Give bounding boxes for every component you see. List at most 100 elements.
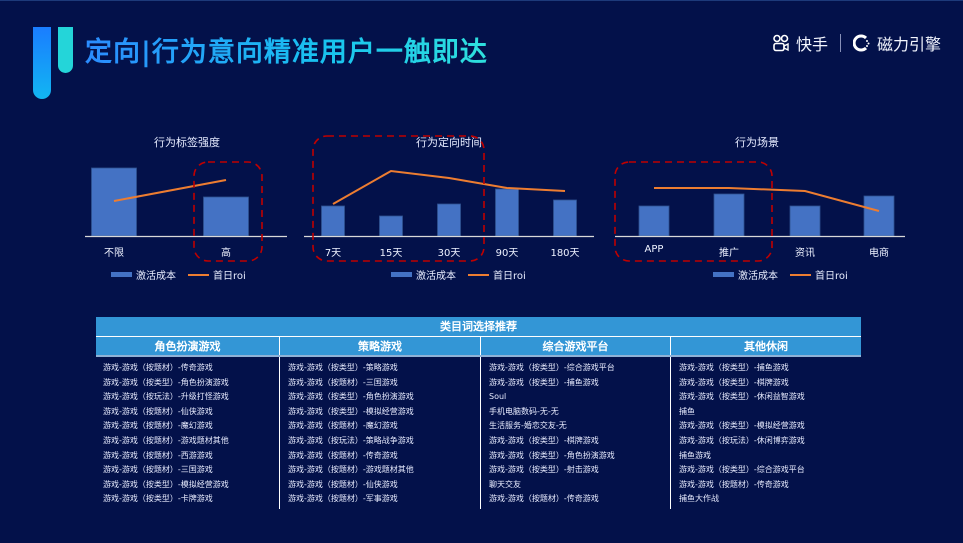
- bar: [321, 205, 345, 237]
- column-platform: 游戏-游戏（按类型）-综合游戏平台 游戏-游戏（按类型）-捕鱼游戏 Soul 手机电脑…: [480, 357, 670, 509]
- bar: [553, 199, 577, 237]
- legend-line-label: 首日roi: [815, 271, 848, 282]
- list-item: 捕鱼: [679, 406, 695, 416]
- x-tick-label: 7天: [324, 248, 342, 259]
- x-tick-label: 15天: [379, 248, 403, 259]
- list-item: 游戏-游戏（按类型）-模拟经营游戏: [679, 421, 805, 431]
- list-item: 手机电脑数码-无-无: [489, 406, 559, 416]
- legend-bar-label: 激活成本: [416, 271, 456, 282]
- kuaishou-logo-icon: [773, 34, 789, 52]
- column-rpg: 游戏-游戏（按题材）-传奇游戏游戏-游戏（按类型）-角色扮演游戏 游戏-游戏（按玩…: [96, 357, 279, 509]
- x-tick-label: 不限: [104, 248, 124, 259]
- x-tick-label: APP: [644, 244, 664, 255]
- table-title: 类目词选择推荐: [96, 317, 861, 337]
- chart-behavior-tag-strength: 行为标签强度 激活成本 首日roi 不限 高: [85, 134, 287, 284]
- bar: [91, 167, 137, 237]
- list-item: 生活服务-婚恋交友-无: [489, 421, 567, 431]
- list-item: 游戏-游戏（按题材）-仙侠游戏: [103, 406, 213, 416]
- list-item: 游戏-游戏（按题材）-传奇游戏: [103, 363, 213, 372]
- roi-line: [332, 169, 566, 205]
- chart-plot: [85, 161, 287, 262]
- chart-title: 行为定向时间: [416, 136, 482, 149]
- list-item: 游戏-游戏（按题材）-仙侠游戏: [288, 479, 398, 489]
- page-title: 定向|行为意向精准用户一触即达: [85, 30, 488, 69]
- category-recommendation-table: 类目词选择推荐 角色扮演游戏 策略游戏 综合游戏平台 其他休闲 游戏-游戏（按题…: [96, 317, 861, 509]
- chart-behavior-scenario: 行为场景 激活成本 首日roi APP 推广 资讯 电商: [614, 134, 905, 284]
- top-border: [0, 0, 963, 1]
- chart-legend: 激活成本 首日roi: [111, 267, 246, 282]
- legend-line-swatch: [188, 273, 209, 276]
- list-item: 游戏-游戏（按玩法）-策略战争游戏: [288, 435, 414, 445]
- roi-line: [654, 187, 880, 212]
- list-item: Soul: [489, 392, 507, 402]
- list-item: 游戏-游戏（按类型）-角色扮演游戏: [489, 450, 615, 460]
- list-item: 游戏-游戏（按类型）-棋牌游戏: [489, 435, 599, 445]
- chart-legend: 激活成本 首日roi: [391, 267, 526, 282]
- list-item: 游戏-游戏（按题材）-三国游戏: [103, 465, 213, 475]
- highlight-box: [193, 161, 263, 262]
- table-body: 游戏-游戏（按题材）-传奇游戏 游戏-游戏（按类型）-角色扮演游戏 游戏-游戏（按玩…: [96, 357, 861, 509]
- bar: [495, 188, 519, 237]
- bar: [379, 215, 403, 237]
- highlight-box: [312, 135, 485, 262]
- brand-logos: 快手 磁力引擎: [772, 31, 941, 55]
- list-item: 游戏-游戏（按题材）-魔幻游戏: [288, 421, 398, 431]
- column-header-strategy: 策略游戏: [279, 337, 480, 355]
- x-tick-label: 资讯: [795, 248, 815, 259]
- list-item: 游戏-游戏（按类型）-综合游戏平台: [679, 465, 805, 475]
- x-tick-label: 电商: [869, 248, 889, 259]
- chart-legend: 激活成本 首日roi: [713, 267, 848, 282]
- chart-plot: [614, 161, 905, 262]
- list-item: 游戏-游戏（按类型）-综合游戏平台: [489, 363, 615, 372]
- list-item: 游戏-游戏（按题材）-传奇游戏: [679, 479, 789, 489]
- x-tick-label: 180天: [550, 248, 580, 259]
- list-item: 游戏-游戏（按类型）-卡牌游戏: [103, 494, 213, 504]
- chart-title: 行为标签强度: [154, 136, 220, 149]
- list-item: 聊天交友: [489, 479, 521, 489]
- list-item: 游戏-游戏（按玩法）-升级打怪游戏: [103, 392, 229, 402]
- list-item: 游戏-游戏（按题材）-军事游戏: [288, 494, 398, 504]
- list-item: 游戏-游戏（按类型）-捕鱼游戏: [679, 363, 789, 372]
- list-item: 游戏-游戏（按类型）-捕鱼游戏: [489, 377, 599, 387]
- bar: [863, 195, 895, 237]
- list-item: 游戏-游戏（按类型）-模拟经营游戏: [103, 479, 229, 489]
- legend-line-label: 首日roi: [213, 271, 246, 282]
- roi-line: [113, 179, 227, 202]
- table-header-row: 角色扮演游戏 策略游戏 综合游戏平台 其他休闲: [96, 337, 861, 357]
- chart-title: 行为场景: [735, 136, 779, 149]
- column-strategy: 游戏-游戏（按类型）-策略游戏 游戏-游戏（按题材）-三国游戏游戏-游戏（按类型）…: [279, 357, 480, 509]
- list-item: 游戏-游戏（按题材）-传奇游戏: [288, 450, 398, 460]
- list-item: 游戏-游戏（按类型）-棋牌游戏: [679, 377, 789, 387]
- column-header-platform: 综合游戏平台: [480, 337, 670, 355]
- list-item: 游戏-游戏（按题材）-游戏题材其他: [288, 465, 414, 475]
- legend-bar-label: 激活成本: [738, 271, 778, 282]
- bar: [203, 196, 249, 237]
- x-tick-label: 90天: [495, 248, 519, 259]
- list-item: 游戏-游戏（按类型）-角色扮演游戏: [288, 392, 414, 402]
- chart-behavior-targeting-time: 行为定向时间 激活成本 首日roi 7天 15天 30天 90天 180天: [304, 134, 594, 284]
- list-item: 游戏-游戏（按类型）-射击游戏: [489, 465, 599, 475]
- column-casual: 游戏-游戏（按类型）-捕鱼游戏 游戏-游戏（按类型）-棋牌游戏游戏-游戏（按类型）…: [670, 357, 861, 509]
- column-header-rpg: 角色扮演游戏: [154, 340, 221, 353]
- legend-line-swatch: [790, 273, 811, 276]
- chart-plot: [304, 135, 594, 262]
- legend-line-label: 首日roi: [493, 271, 526, 282]
- column-header-casual: 其他休闲: [670, 337, 861, 355]
- list-item: 捕鱼游戏: [679, 450, 711, 460]
- x-tick-label: 高: [221, 248, 231, 259]
- x-tick-label: 30天: [437, 248, 461, 259]
- list-item: 游戏-游戏（按题材）-传奇游戏: [489, 494, 599, 504]
- brand-divider: [839, 34, 841, 52]
- bar: [713, 193, 745, 237]
- bar: [789, 205, 821, 237]
- logo-bar-cyan-icon: [58, 27, 73, 73]
- list-item: 游戏-游戏（按题材）-西游游戏: [103, 450, 213, 460]
- list-item: 游戏-游戏（按类型）-模拟经营游戏: [288, 406, 414, 416]
- list-item: 游戏-游戏（按类型）-角色扮演游戏: [103, 377, 229, 387]
- list-item: 游戏-游戏（按玩法）-休闲博弈游戏: [679, 435, 805, 445]
- list-item: 游戏-游戏（按类型）-策略游戏: [288, 363, 398, 372]
- legend-bar-swatch: [391, 272, 412, 277]
- list-item: 游戏-游戏（按题材）-魔幻游戏: [103, 421, 213, 431]
- brand-engine-label: 磁力引擎: [876, 35, 941, 54]
- list-item: 游戏-游戏（按题材）-三国游戏: [288, 377, 398, 387]
